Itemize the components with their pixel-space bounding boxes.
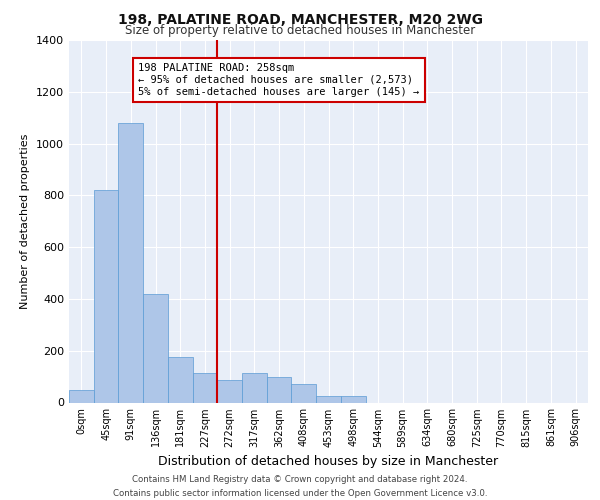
Bar	[292, 384, 316, 402]
Bar	[217, 380, 242, 402]
Bar	[242, 372, 267, 402]
X-axis label: Distribution of detached houses by size in Manchester: Distribution of detached houses by size …	[158, 455, 499, 468]
Bar	[69, 390, 94, 402]
Bar	[118, 123, 143, 402]
Bar	[267, 376, 292, 402]
Bar	[316, 396, 341, 402]
Text: Size of property relative to detached houses in Manchester: Size of property relative to detached ho…	[125, 24, 475, 37]
Text: 198, PALATINE ROAD, MANCHESTER, M20 2WG: 198, PALATINE ROAD, MANCHESTER, M20 2WG	[118, 12, 482, 26]
Bar	[94, 190, 118, 402]
Bar	[193, 372, 217, 402]
Text: 198 PALATINE ROAD: 258sqm
← 95% of detached houses are smaller (2,573)
5% of sem: 198 PALATINE ROAD: 258sqm ← 95% of detac…	[138, 64, 419, 96]
Text: Contains HM Land Registry data © Crown copyright and database right 2024.
Contai: Contains HM Land Registry data © Crown c…	[113, 476, 487, 498]
Bar	[341, 396, 365, 402]
Bar	[143, 294, 168, 403]
Bar	[168, 357, 193, 403]
Y-axis label: Number of detached properties: Number of detached properties	[20, 134, 31, 309]
